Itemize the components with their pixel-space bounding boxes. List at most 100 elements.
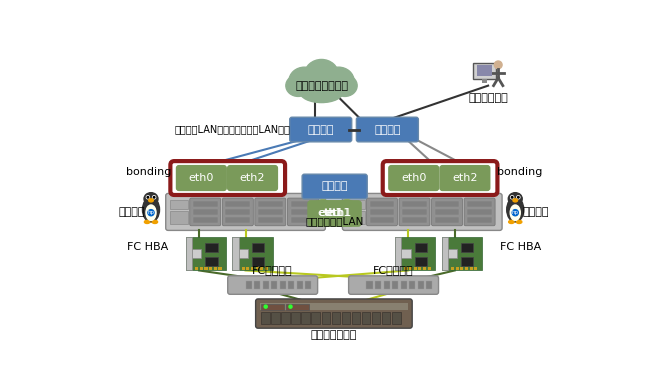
Bar <box>467 201 492 207</box>
Ellipse shape <box>512 210 518 216</box>
Ellipse shape <box>300 81 343 103</box>
Bar <box>258 201 283 207</box>
Bar <box>302 312 310 325</box>
Ellipse shape <box>509 220 514 223</box>
Bar <box>261 304 284 310</box>
FancyBboxPatch shape <box>287 198 318 226</box>
Bar <box>395 237 436 271</box>
Bar <box>414 268 417 271</box>
Bar <box>419 268 421 271</box>
Ellipse shape <box>508 193 522 205</box>
Bar <box>346 211 365 224</box>
FancyBboxPatch shape <box>307 200 354 226</box>
Bar <box>271 281 278 289</box>
FancyBboxPatch shape <box>255 299 412 328</box>
Text: eth1: eth1 <box>317 209 343 218</box>
Bar <box>260 268 263 271</box>
Ellipse shape <box>264 305 267 308</box>
Text: スイッチ: スイッチ <box>321 182 348 192</box>
FancyBboxPatch shape <box>439 165 491 191</box>
Ellipse shape <box>146 205 156 220</box>
Bar <box>426 281 432 289</box>
Text: eth0: eth0 <box>401 173 426 183</box>
Text: FCスイッチ: FCスイッチ <box>373 265 414 275</box>
Bar <box>291 201 315 207</box>
Bar <box>375 281 381 289</box>
Bar <box>246 268 250 271</box>
Bar <box>205 243 218 252</box>
Ellipse shape <box>517 196 519 198</box>
Bar <box>193 217 218 223</box>
Bar <box>233 237 239 271</box>
Bar <box>226 201 250 207</box>
FancyBboxPatch shape <box>190 198 221 226</box>
Ellipse shape <box>510 205 520 220</box>
Ellipse shape <box>153 196 155 199</box>
Bar <box>370 201 395 207</box>
Text: hp: hp <box>512 210 519 215</box>
Text: スイッチ: スイッチ <box>307 125 334 135</box>
FancyBboxPatch shape <box>315 200 361 226</box>
Bar <box>370 217 395 223</box>
Bar <box>286 304 309 310</box>
Bar <box>291 209 315 215</box>
Bar <box>352 312 360 325</box>
Bar <box>280 281 286 289</box>
Bar <box>311 312 320 325</box>
Bar <box>252 256 264 266</box>
Bar <box>251 268 254 271</box>
Bar <box>271 312 280 325</box>
Bar <box>435 217 460 223</box>
Bar <box>404 268 408 271</box>
Bar <box>306 281 311 289</box>
Text: ノード２: ノード２ <box>523 207 549 217</box>
Bar <box>474 268 477 271</box>
Bar <box>448 249 457 258</box>
Bar <box>233 237 273 271</box>
Text: bonding: bonding <box>126 167 171 177</box>
Text: eth1: eth1 <box>318 209 343 218</box>
Bar <box>258 209 283 215</box>
Bar <box>435 201 460 207</box>
Bar <box>186 237 192 271</box>
Bar <box>195 268 198 271</box>
Bar <box>400 281 407 289</box>
Bar <box>205 268 207 271</box>
Ellipse shape <box>304 59 339 90</box>
Bar <box>402 209 427 215</box>
Text: eth2: eth2 <box>240 173 265 183</box>
Text: スイッチ: スイッチ <box>374 125 400 135</box>
Bar <box>423 268 426 271</box>
Bar <box>246 281 252 289</box>
Bar <box>259 303 408 310</box>
Bar <box>205 256 218 266</box>
Bar <box>258 217 283 223</box>
Bar <box>342 312 350 325</box>
Ellipse shape <box>289 305 292 308</box>
Bar <box>409 268 412 271</box>
Text: FC HBA: FC HBA <box>127 242 168 252</box>
FancyBboxPatch shape <box>166 193 326 230</box>
Bar <box>382 312 391 325</box>
Bar <box>465 268 468 271</box>
Bar <box>170 211 188 224</box>
Text: eth1: eth1 <box>327 209 352 218</box>
Bar <box>402 217 427 223</box>
FancyBboxPatch shape <box>307 200 352 226</box>
Bar <box>291 217 315 223</box>
Bar <box>200 268 203 271</box>
Bar <box>193 201 218 207</box>
Bar <box>291 312 300 325</box>
Text: bonding: bonding <box>497 167 542 177</box>
Ellipse shape <box>142 197 159 222</box>
Bar <box>428 268 431 271</box>
Bar <box>226 217 250 223</box>
Bar <box>372 312 380 325</box>
Bar <box>226 209 250 215</box>
Bar <box>322 312 330 325</box>
Bar <box>456 268 459 271</box>
Bar <box>218 268 222 271</box>
Ellipse shape <box>148 210 154 216</box>
Ellipse shape <box>323 67 354 95</box>
Bar <box>170 200 188 209</box>
